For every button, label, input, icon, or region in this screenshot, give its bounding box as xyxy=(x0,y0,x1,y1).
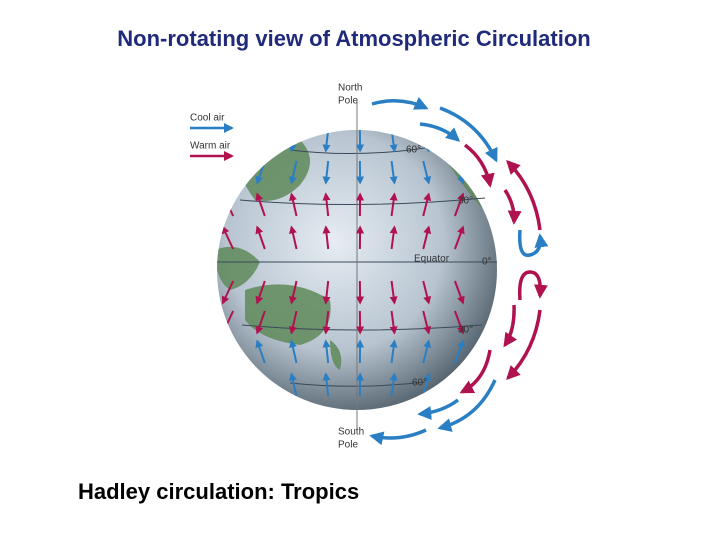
title: Non-rotating view of Atmospheric Circula… xyxy=(117,26,590,51)
latitude-label: 60° xyxy=(412,378,427,389)
wind-arrow xyxy=(289,280,298,305)
cool-arrow xyxy=(439,106,498,163)
warm-arrow xyxy=(503,189,522,225)
legend-label: Warm air xyxy=(190,141,231,152)
wind-arrow xyxy=(422,225,432,250)
wind-arrow xyxy=(255,225,266,250)
wind-arrow xyxy=(422,310,432,335)
warm-arrow xyxy=(463,143,495,188)
wind-arrow xyxy=(221,280,235,305)
wind-arrow xyxy=(422,280,432,305)
wind-arrow xyxy=(322,160,331,185)
wind-arrow xyxy=(255,280,266,305)
wind-arrow xyxy=(453,225,465,250)
cool-arrow xyxy=(369,428,427,446)
warm-arrow xyxy=(517,270,548,301)
south-pole-label: Pole xyxy=(338,440,358,451)
cool-arrow xyxy=(417,398,460,420)
cool-arrow xyxy=(437,379,497,432)
wind-arrow xyxy=(453,280,465,305)
latitude-label: 0° xyxy=(482,257,492,268)
wind-arrow xyxy=(389,280,398,305)
wind-arrow xyxy=(389,160,398,185)
wind-arrow xyxy=(322,192,331,217)
wind-arrow xyxy=(422,160,432,185)
latitude-label: 60° xyxy=(406,145,421,156)
wind-arrow xyxy=(255,130,266,153)
wind-arrow xyxy=(289,225,298,250)
wind-arrow xyxy=(389,225,398,250)
caption: Hadley circulation: Tropics xyxy=(78,479,359,504)
wind-arrow xyxy=(221,192,235,217)
cool-arrow xyxy=(419,122,461,142)
wind-arrow xyxy=(221,339,235,364)
wind-arrow xyxy=(322,225,331,250)
wind-arrow xyxy=(322,310,331,335)
wind-arrow xyxy=(322,339,331,364)
wind-arrow xyxy=(221,160,235,185)
warm-arrow xyxy=(506,309,542,381)
wind-arrow xyxy=(255,339,266,364)
wind-arrow xyxy=(289,310,298,335)
wind-arrow xyxy=(389,310,398,335)
equator-label: Equator xyxy=(414,254,450,265)
wind-arrow xyxy=(289,372,298,397)
wind-arrow xyxy=(389,372,398,397)
wind-arrow xyxy=(453,310,465,335)
cool-arrow xyxy=(371,96,429,110)
continent xyxy=(217,247,260,290)
wind-arrow xyxy=(453,192,465,217)
continent xyxy=(245,284,331,345)
cool-arrow xyxy=(517,229,549,258)
north-pole-label: Pole xyxy=(338,96,358,107)
warm-arrow xyxy=(506,159,542,231)
wind-arrow xyxy=(255,310,266,335)
south-pole-label: South xyxy=(338,427,364,438)
wind-arrow xyxy=(255,372,266,397)
wind-arrow xyxy=(389,192,398,217)
warm-arrow xyxy=(459,349,492,394)
latitude-label: 30° xyxy=(458,196,473,207)
wind-arrow xyxy=(322,372,331,397)
legend-label: Cool air xyxy=(190,113,225,124)
north-pole-label: North xyxy=(338,83,362,94)
wind-arrow xyxy=(289,160,298,185)
wind-arrow xyxy=(389,339,398,364)
latitude-label: 30° xyxy=(458,325,473,336)
wind-arrow xyxy=(422,372,432,397)
wind-arrow xyxy=(422,339,432,364)
legend: Cool air Warm air xyxy=(190,113,234,161)
wind-arrow xyxy=(289,339,298,364)
wind-arrow xyxy=(453,372,465,397)
wind-arrow xyxy=(422,192,432,217)
wind-arrow xyxy=(255,192,266,217)
wind-arrow xyxy=(221,225,235,250)
continent xyxy=(330,340,342,370)
wind-arrow xyxy=(322,280,331,305)
wind-arrow xyxy=(453,339,465,364)
wind-arrow xyxy=(289,192,298,217)
circulation-arrows xyxy=(369,96,549,446)
warm-arrow xyxy=(503,304,518,348)
wind-arrow xyxy=(221,372,235,397)
